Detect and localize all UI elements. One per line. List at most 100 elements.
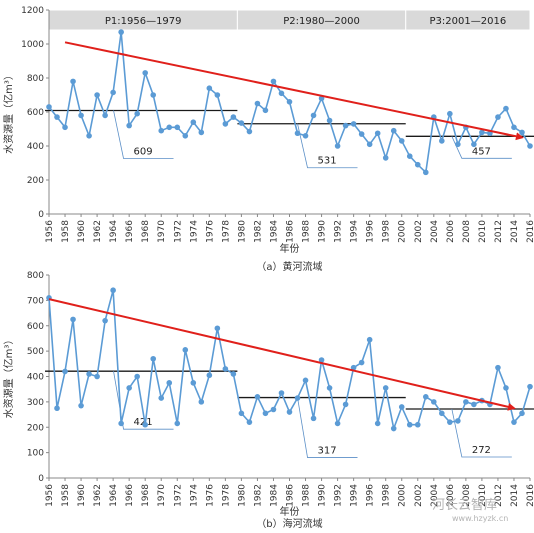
data-point bbox=[422, 394, 429, 400]
x-tick-label: 1960 bbox=[77, 484, 87, 507]
mean-callout-2 bbox=[297, 123, 358, 169]
data-point bbox=[519, 129, 525, 136]
x-tick-label: 2004 bbox=[430, 220, 440, 243]
data-point bbox=[463, 399, 469, 405]
data-point bbox=[182, 347, 189, 353]
x-tick-label: 1976 bbox=[205, 220, 215, 243]
x-tick-label: 1992 bbox=[334, 220, 344, 243]
y-tick-label: 600 bbox=[27, 322, 44, 332]
x-tick-label: 1964 bbox=[109, 484, 119, 507]
x-tick-label: 1962 bbox=[93, 484, 103, 507]
x-tick-label: 1978 bbox=[221, 220, 231, 243]
x-tick-label: 1968 bbox=[141, 484, 151, 507]
data-point bbox=[246, 128, 253, 135]
data-point bbox=[214, 92, 221, 98]
data-point bbox=[350, 121, 357, 127]
data-point bbox=[278, 90, 285, 97]
x-axis-title: 年份 bbox=[280, 505, 300, 518]
data-point bbox=[62, 368, 68, 375]
data-point bbox=[86, 371, 92, 377]
data-point bbox=[310, 415, 317, 422]
x-tick-label: 1972 bbox=[173, 220, 183, 243]
period-label-3: P3:2001—2016 bbox=[430, 16, 507, 27]
x-tick-label: 1966 bbox=[125, 220, 135, 243]
x-tick-label: 2010 bbox=[478, 220, 488, 243]
data-point bbox=[366, 336, 373, 343]
data-point bbox=[230, 371, 237, 377]
data-point bbox=[447, 110, 453, 117]
x-tick-label: 1982 bbox=[253, 484, 263, 507]
x-tick-label: 1970 bbox=[157, 484, 167, 507]
data-point bbox=[110, 89, 116, 96]
y-axis-title: 水资源量（亿m³） bbox=[2, 70, 15, 154]
data-point bbox=[374, 130, 381, 137]
y-tick-label: 100 bbox=[27, 449, 44, 459]
data-point bbox=[230, 114, 237, 120]
data-point bbox=[495, 114, 501, 120]
x-tick-label: 1994 bbox=[350, 484, 360, 507]
data-point bbox=[334, 420, 341, 427]
data-point bbox=[350, 364, 357, 371]
data-point bbox=[94, 373, 100, 380]
y-tick-label: 0 bbox=[38, 474, 44, 484]
data-point bbox=[358, 359, 365, 366]
data-point bbox=[70, 316, 76, 323]
data-point bbox=[286, 409, 293, 415]
data-point bbox=[342, 122, 349, 129]
data-point bbox=[439, 410, 445, 417]
mean-label-2: 317 bbox=[318, 446, 337, 457]
x-tick-label: 1980 bbox=[237, 484, 247, 507]
watermark-url: www.hzyzk.cn bbox=[452, 514, 508, 523]
data-point bbox=[238, 120, 245, 126]
x-tick-label: 2012 bbox=[494, 220, 504, 243]
data-point bbox=[270, 78, 277, 85]
data-point bbox=[70, 78, 76, 85]
data-point bbox=[222, 121, 229, 127]
data-point bbox=[447, 419, 453, 425]
y-tick-label: 200 bbox=[27, 423, 44, 433]
x-tick-label: 1996 bbox=[366, 220, 376, 243]
data-point bbox=[262, 107, 269, 114]
x-tick-label: 2000 bbox=[398, 220, 408, 243]
x-axis-title: 年份 bbox=[280, 242, 300, 255]
y-tick-label: 700 bbox=[27, 296, 44, 306]
data-point bbox=[238, 410, 245, 417]
data-point bbox=[86, 133, 92, 139]
data-point bbox=[503, 385, 509, 391]
mean-callout-1 bbox=[113, 371, 174, 430]
chart-panel-b: 0 100 200 300 400 500 600 700 800 1956 1958 1960 196… bbox=[2, 271, 534, 530]
data-point bbox=[495, 364, 501, 371]
x-tick-label: 1998 bbox=[382, 220, 392, 243]
data-point bbox=[302, 133, 309, 139]
data-point bbox=[166, 380, 173, 386]
data-point bbox=[110, 287, 116, 294]
y-tick-label: 1200 bbox=[21, 6, 44, 16]
data-point bbox=[246, 419, 253, 425]
y-tick-label: 1000 bbox=[21, 40, 44, 50]
x-tick-label: 2014 bbox=[510, 220, 520, 243]
period-band: P1:1956—1979 P2:1980—2000 P3:2001—2016 bbox=[48, 9, 531, 31]
data-point bbox=[94, 92, 100, 98]
chart-panel-a: P1:1956—1979 P2:1980—2000 P3:2001—2016 0 200… bbox=[2, 6, 534, 273]
data-point bbox=[126, 122, 132, 129]
data-point bbox=[222, 366, 229, 372]
data-point bbox=[398, 404, 405, 410]
data-point bbox=[479, 129, 485, 136]
data-point bbox=[78, 112, 84, 119]
x-tick-label: 1956 bbox=[45, 484, 55, 507]
y-tick-label: 600 bbox=[27, 108, 44, 118]
mean-label-1: 609 bbox=[134, 146, 153, 157]
x-tick-label: 1994 bbox=[350, 220, 360, 243]
trend-arrow bbox=[64, 41, 524, 141]
data-point bbox=[374, 420, 381, 427]
chart-caption: （a）黄河流域 bbox=[256, 260, 322, 273]
data-point bbox=[262, 410, 269, 417]
y-tick-label: 400 bbox=[27, 142, 44, 152]
watermark-name: 河长云智库 bbox=[432, 497, 497, 513]
mean-label-1: 421 bbox=[134, 417, 153, 428]
x-tick-label: 1980 bbox=[237, 220, 247, 243]
x-tick-label: 1974 bbox=[189, 220, 199, 243]
data-point bbox=[503, 105, 509, 112]
data-point bbox=[511, 419, 517, 425]
